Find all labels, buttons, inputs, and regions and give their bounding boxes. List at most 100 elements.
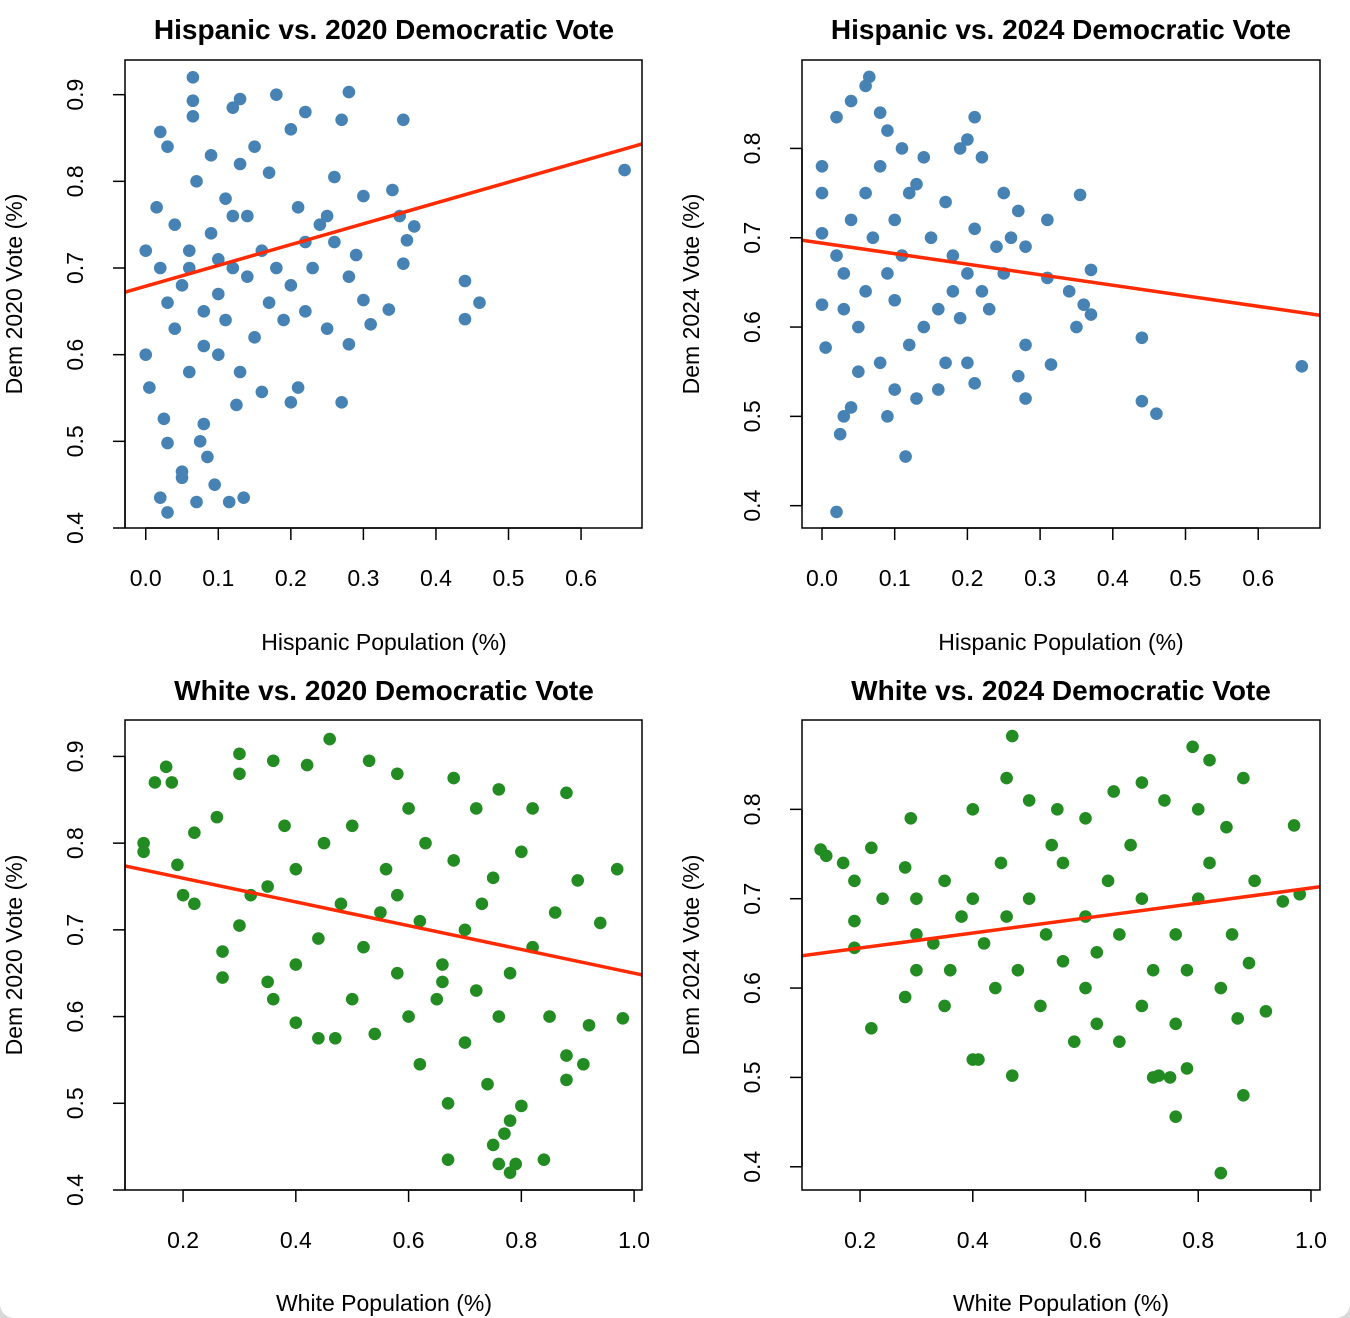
data-point (961, 267, 974, 280)
data-point (284, 279, 298, 292)
y-axis-label: Dem 2024 Vote (%) (678, 194, 704, 395)
y-tick-label: 0.7 (739, 222, 765, 254)
data-point (328, 1031, 342, 1045)
data-point (859, 186, 872, 200)
data-point (436, 975, 449, 989)
x-axis-label: Hispanic Population (%) (938, 629, 1183, 655)
data-point (1079, 811, 1092, 825)
data-point (270, 261, 283, 275)
y-tick-label: 0.4 (62, 1174, 88, 1206)
data-point (1044, 358, 1058, 371)
data-point (1070, 320, 1083, 334)
data-point (291, 381, 305, 394)
data-point (210, 810, 224, 824)
data-point (469, 984, 483, 997)
data-point (289, 862, 303, 876)
data-point (972, 1053, 985, 1066)
data-point (382, 303, 396, 316)
data-point (289, 958, 303, 971)
data-points (815, 70, 1309, 519)
data-point (357, 940, 370, 954)
plot-frame (801, 59, 1321, 529)
data-point (994, 856, 1008, 870)
data-point (1180, 963, 1194, 977)
data-point (881, 410, 894, 423)
x-tick-label: 0.5 (1170, 565, 1202, 591)
data-point (1169, 928, 1183, 941)
data-point (201, 450, 214, 464)
x-tick-label: 0.8 (505, 1227, 537, 1253)
data-point (379, 862, 393, 876)
data-point (968, 222, 981, 236)
x-tick-label: 0.3 (1024, 565, 1056, 591)
data-point (255, 385, 269, 399)
panel-hispanic-2020: Hispanic vs. 2020 Democratic Vote Hispan… (1, 14, 643, 655)
data-point (1287, 819, 1301, 832)
data-point (997, 186, 1011, 200)
data-point (1107, 785, 1121, 798)
data-point (543, 1010, 556, 1023)
y-tick-label: 0.9 (62, 79, 88, 111)
data-point (1056, 954, 1070, 968)
x-tick-label: 0.4 (420, 565, 452, 591)
data-point (328, 170, 341, 184)
y-tick-label: 0.8 (739, 132, 765, 164)
data-point (486, 1138, 500, 1152)
data-point (374, 906, 387, 919)
x-axis-label: White Population (%) (276, 1290, 492, 1316)
panel-white-2020: White vs. 2020 Democratic Vote White Pop… (1, 675, 650, 1316)
data-point (212, 253, 225, 266)
chart-title: White vs. 2024 Democratic Vote (851, 675, 1271, 706)
data-point (137, 845, 150, 859)
data-point (143, 381, 156, 394)
data-point (1203, 856, 1216, 870)
data-point (197, 417, 211, 431)
data-point (313, 218, 327, 231)
data-point (961, 356, 974, 370)
x-tick-label: 0.2 (951, 565, 983, 591)
data-point (233, 92, 247, 106)
data-point (226, 261, 240, 275)
data-point (357, 189, 370, 203)
data-point (270, 88, 283, 101)
data-point (932, 383, 945, 396)
data-point (342, 85, 356, 99)
data-point (1019, 392, 1032, 405)
data-point (917, 151, 931, 164)
x-tick-label: 0.5 (493, 565, 525, 591)
data-point (175, 279, 189, 292)
data-point (335, 113, 348, 127)
data-point (186, 94, 200, 108)
x-tick-label: 0.6 (393, 1227, 425, 1253)
data-point (175, 471, 189, 485)
data-point (197, 339, 211, 353)
data-point (1084, 263, 1098, 277)
data-point (910, 963, 923, 977)
x-axis-label: White Population (%) (953, 1290, 1169, 1316)
data-point (168, 322, 182, 335)
data-point (193, 435, 207, 448)
data-point (1022, 892, 1036, 906)
data-point (1124, 838, 1137, 852)
data-point (1101, 874, 1115, 888)
data-point (317, 836, 331, 850)
data-point (262, 296, 276, 309)
data-point (237, 491, 250, 504)
x-tick-label: 1.0 (1295, 1227, 1327, 1253)
data-point (1005, 729, 1019, 743)
panel-hispanic-2024: Hispanic vs. 2024 Democratic Vote Hispan… (678, 14, 1321, 655)
data-point (1180, 1062, 1194, 1075)
data-point (938, 874, 951, 888)
data-point (190, 495, 203, 509)
data-point (469, 802, 483, 815)
data-point (989, 981, 1002, 995)
y-tick-label: 0.4 (739, 1151, 765, 1183)
y-tick-label: 0.6 (62, 1001, 88, 1033)
data-point (458, 312, 472, 326)
y-tick-label: 0.5 (62, 1087, 88, 1119)
data-point (419, 836, 432, 850)
data-point (278, 819, 291, 833)
data-point (323, 732, 336, 746)
